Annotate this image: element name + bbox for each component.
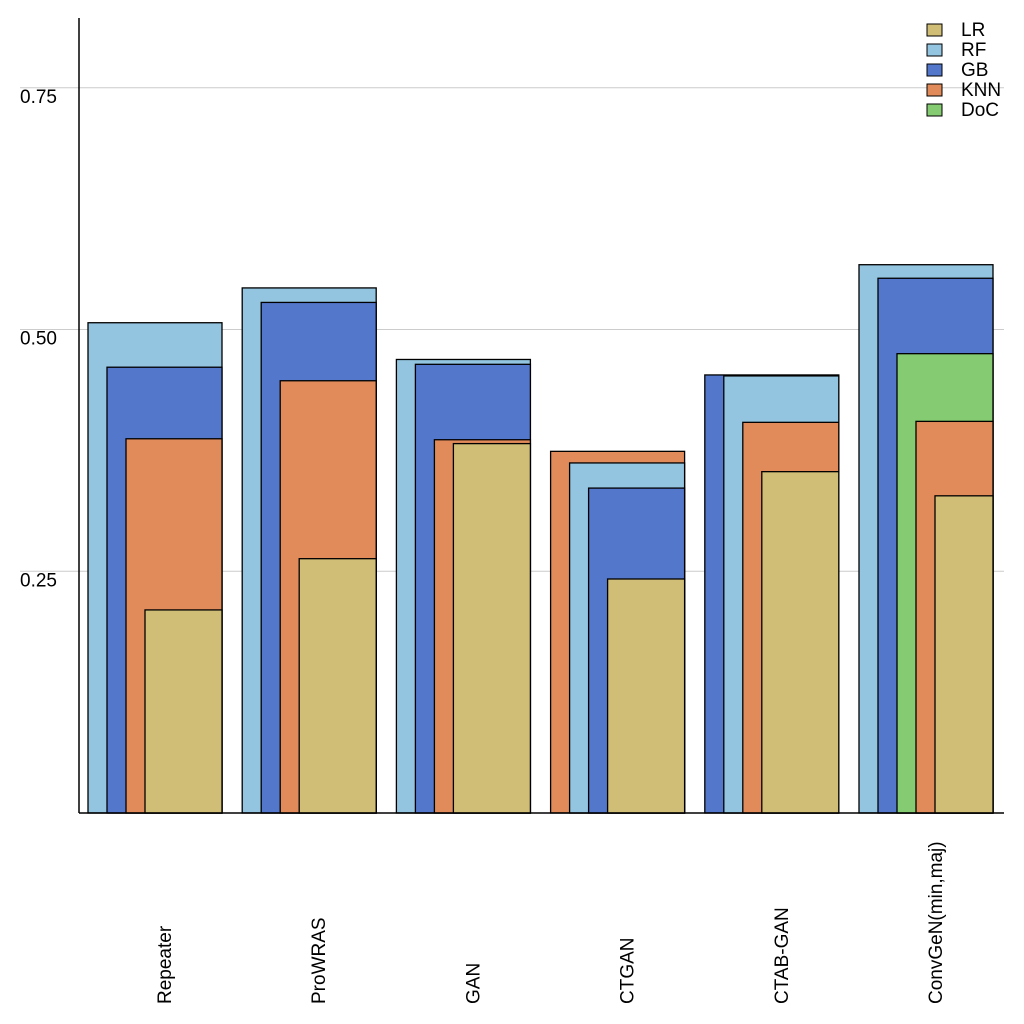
bar-group-repeater: [87, 322, 223, 814]
x-category-label: ProWRAS: [309, 917, 330, 1004]
bar-lr: [606, 578, 686, 814]
legend-swatch: [926, 23, 943, 37]
legend-swatch: [926, 103, 943, 117]
bar-group-ctgan: [549, 450, 686, 814]
legend-item-lr: LR: [926, 20, 985, 41]
legend-item-rf: RF: [926, 40, 986, 61]
x-category-label: CTAB-GAN: [772, 907, 793, 1004]
bar-lr: [934, 495, 994, 814]
legend-item-gb: GB: [926, 60, 988, 81]
legend-swatch: [926, 43, 943, 57]
x-category-labels: Repeater ProWRAS GAN CTGAN CTAB-GAN ConvGeN(m…: [155, 841, 947, 1004]
bar-group-prowras: [241, 287, 377, 814]
legend-item-doc: DoC: [926, 100, 999, 121]
legend-label: RF: [961, 40, 986, 61]
x-category-label: CTGAN: [618, 938, 639, 1005]
bar-lr: [761, 470, 840, 814]
bar-lr: [452, 442, 532, 814]
bar-group-ctab-gan: [704, 374, 840, 814]
bar-lr: [298, 558, 377, 814]
legend-swatch: [926, 63, 943, 77]
y-tick-labels: 0.25 0.50 0.75: [20, 87, 57, 592]
legend-label: KNN: [961, 80, 1001, 101]
legend-swatch: [926, 83, 943, 97]
x-category-label: ConvGeN(min,maj): [926, 841, 947, 1004]
bar-group-convgen-min-maj-: [858, 264, 994, 814]
bar-group-gan: [395, 358, 532, 814]
x-category-label: GAN: [463, 963, 484, 1004]
y-tick-label: 0.25: [20, 570, 57, 591]
legend-item-knn: KNN: [926, 80, 1001, 101]
legend-label: GB: [961, 60, 988, 81]
axes: [78, 18, 1004, 814]
y-tick-label: 0.50: [20, 329, 57, 350]
legend-label: DoC: [961, 100, 999, 121]
legend-label: LR: [961, 20, 985, 41]
bars: [87, 264, 994, 814]
y-tick-label: 0.75: [20, 87, 57, 108]
x-category-label: Repeater: [155, 925, 176, 1004]
bar-lr: [144, 609, 223, 814]
